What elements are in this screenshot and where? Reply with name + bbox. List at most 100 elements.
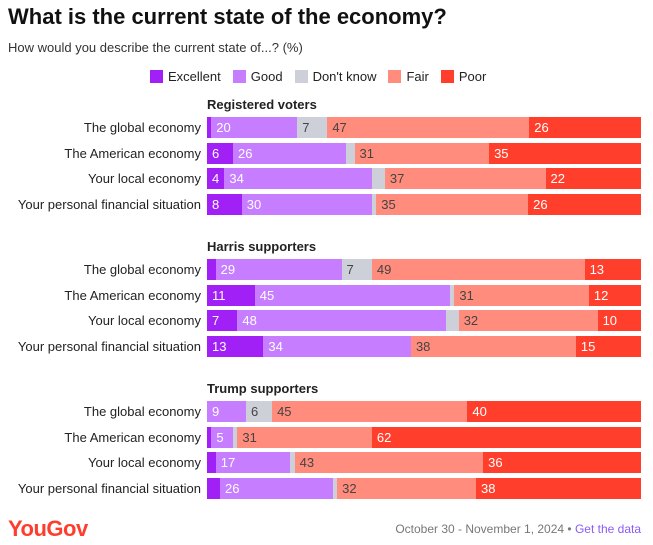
bar-segment-good: 26 (233, 142, 346, 164)
group-title: Registered voters (207, 97, 317, 112)
bar-segment-don-t-know (345, 142, 355, 164)
bar-segment-excellent: 8 (207, 193, 242, 215)
row-label: The global economy (83, 120, 201, 135)
legend-label: Good (250, 69, 283, 84)
bar-segment-good: 30 (241, 193, 372, 215)
bar-segment-don-t-know: 7 (341, 259, 372, 280)
chart-subtitle: How would you describe the current state… (8, 40, 303, 55)
bar-segment-don-t-know (332, 477, 338, 499)
bar-segment-excellent: 7 (207, 310, 238, 331)
stacked-bar: 26 32 38 (207, 477, 641, 499)
legend-swatch (232, 70, 246, 83)
get-data-link[interactable]: Get the data (574, 522, 641, 536)
bar-segment-good: 34 (263, 335, 411, 357)
bar-segment-fair: 31 (237, 426, 372, 448)
bar-segment-good: 9 (207, 401, 247, 422)
legend-label: Poor (458, 69, 487, 84)
bar-segment-excellent: 6 (207, 142, 234, 164)
bar-segment-don-t-know: 7 (297, 117, 328, 138)
stacked-bar: 7 48 32 10 (207, 310, 641, 331)
bar-segment-don-t-know (371, 193, 377, 215)
row-label: Your local economy (88, 171, 201, 186)
bar-segment-don-t-know (450, 284, 455, 306)
bar-segment-excellent: 4 (207, 168, 225, 189)
stacked-bar: 13 34 38 15 (207, 335, 641, 357)
bar-segment-poor: 40 (467, 401, 641, 422)
legend-item: Poor (440, 69, 487, 84)
legend-swatch (294, 70, 308, 83)
legend-swatch (440, 70, 454, 83)
bar-segment-don-t-know: 6 (246, 401, 273, 422)
bar-segment-poor: 15 (575, 335, 641, 357)
row-label: The global economy (83, 262, 201, 277)
stacked-bar: 17 43 36 (207, 452, 641, 473)
row-label: Your personal financial situation (17, 480, 201, 496)
yougov-logo: YouGov (8, 516, 88, 541)
bar-segment-excellent (207, 117, 212, 138)
bar-segment-poor: 38 (476, 477, 641, 499)
bar-segment-fair: 45 (272, 401, 468, 422)
stacked-bar: 11 45 31 12 (207, 284, 641, 306)
legend-label: Don't know (312, 69, 377, 84)
bar-segment-excellent: 13 (207, 335, 264, 357)
bar-segment-fair: 38 (410, 335, 576, 357)
stacked-bar: 9 6 45 40 (207, 401, 641, 422)
bar-segment-good: 48 (237, 310, 446, 331)
group-title: Harris supporters (207, 239, 317, 254)
legend-label: Excellent (168, 69, 221, 84)
legend: Excellent Good Don't know Fair Poor (150, 69, 486, 84)
row-label: Your personal financial situation (17, 196, 201, 212)
stacked-bar: 6 26 31 35 (207, 142, 641, 164)
legend-item: Good (232, 69, 283, 84)
bar-segment-good: 17 (215, 452, 291, 473)
legend-swatch (150, 70, 163, 83)
bar-segment-don-t-know (445, 310, 459, 331)
bar-segment-excellent (207, 477, 221, 499)
bar-segment-poor: 26 (529, 117, 641, 138)
legend-item: Excellent (150, 69, 221, 84)
stacked-bar: 4 34 37 22 (207, 168, 641, 189)
legend-swatch (388, 70, 402, 83)
bar-segment-poor: 13 (584, 259, 641, 280)
bar-segment-don-t-know (233, 426, 238, 448)
bar-segment-poor: 22 (545, 168, 641, 189)
chart-title: What is the current state of the economy… (8, 4, 447, 29)
bar-segment-good: 5 (211, 426, 234, 448)
bar-segment-poor: 35 (489, 142, 641, 164)
bar-segment-excellent (207, 452, 216, 473)
bar-segment-fair: 37 (384, 168, 546, 189)
bar-segment-good: 45 (254, 284, 451, 306)
row-label: Your personal financial situation (17, 338, 201, 354)
bar-segment-good: 20 (211, 117, 298, 138)
bar-segment-fair: 47 (327, 117, 530, 138)
bar-segment-excellent (207, 426, 212, 448)
bar-segment-excellent: 11 (207, 284, 255, 306)
bar-segment-good: 29 (215, 259, 342, 280)
stacked-bar: 29 7 49 13 (207, 259, 641, 280)
row-label: Your local economy (88, 455, 201, 470)
bar-segment-fair: 43 (294, 452, 484, 473)
bar-segment-fair: 31 (454, 284, 589, 306)
legend-item: Don't know (294, 69, 377, 84)
bar-segment-don-t-know (290, 452, 295, 473)
bar-segment-poor: 62 (371, 426, 641, 448)
group-title: Trump supporters (207, 381, 319, 396)
bar-segment-excellent (207, 259, 216, 280)
row-label: The American economy (64, 429, 201, 445)
row-label: The global economy (83, 404, 201, 419)
row-label: Your local economy (88, 313, 201, 328)
legend-item: Fair (388, 69, 429, 84)
bar-segment-don-t-know (371, 168, 385, 189)
stacked-bar: 8 30 35 26 (207, 193, 641, 215)
bar-segment-good: 26 (220, 477, 333, 499)
bar-segment-poor: 36 (483, 452, 641, 473)
date-range: October 30 - November 1, 2024 • (395, 522, 572, 536)
bar-segment-fair: 35 (376, 193, 529, 215)
bar-segment-fair: 31 (354, 142, 490, 164)
bar-segment-poor: 12 (588, 284, 641, 306)
legend-label: Fair (406, 69, 429, 84)
footer: October 30 - November 1, 2024 • Get the … (395, 522, 641, 536)
stacked-bar: 20 7 47 26 (207, 117, 641, 138)
bar-segment-fair: 32 (337, 477, 477, 499)
